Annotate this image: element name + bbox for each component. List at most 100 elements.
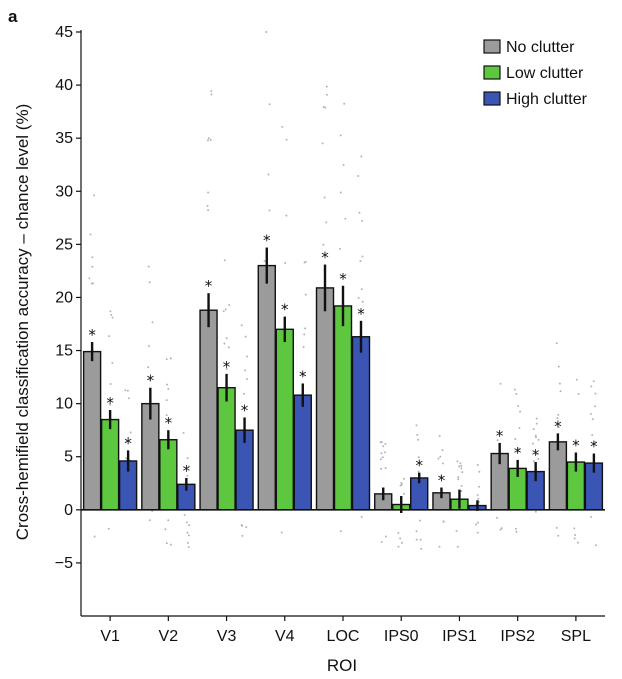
significance-star: *	[339, 270, 347, 288]
bar	[275, 328, 294, 511]
x-tick-label: SPL	[561, 628, 591, 645]
subject-dot	[477, 497, 480, 500]
subject-dot	[557, 534, 560, 537]
y-tick-label: 45	[55, 24, 73, 41]
legend-swatch	[483, 91, 501, 106]
subject-dot	[513, 388, 516, 391]
significance-star: *	[415, 457, 423, 475]
significance-star: *	[438, 472, 446, 490]
subject-dot	[185, 521, 188, 524]
subject-dot	[187, 545, 190, 548]
subject-dot	[382, 445, 385, 448]
subject-dot	[361, 255, 364, 258]
subject-dot	[243, 392, 246, 395]
subject-dot	[514, 438, 517, 441]
y-tick-label: 0	[64, 502, 73, 519]
subject-dot	[339, 530, 342, 533]
subject-dot	[245, 378, 248, 381]
subject-dot	[285, 214, 288, 217]
subject-dot	[590, 385, 593, 388]
subject-dot	[558, 382, 561, 385]
x-tick-label: LOC	[327, 628, 360, 645]
subject-dot	[151, 321, 154, 324]
subject-dot	[537, 438, 540, 441]
y-tick-label: 5	[64, 449, 73, 466]
subject-dot	[474, 523, 477, 526]
subject-dot	[531, 442, 534, 445]
subject-dot	[420, 547, 423, 550]
bars-layer: * * * * * * * * * * * * * * * * * * * * * * *	[82, 232, 604, 514]
y-tick-label: 10	[55, 396, 73, 413]
subject-dot	[419, 519, 422, 522]
subject-dot	[207, 191, 210, 194]
significance-star: *	[88, 326, 96, 344]
subject-dot	[457, 478, 460, 481]
subject-dot	[438, 545, 441, 548]
subject-dot	[108, 335, 111, 338]
subject-dot	[416, 433, 419, 436]
significance-star: *	[241, 401, 249, 419]
subject-dot	[127, 397, 130, 400]
subject-dot	[360, 155, 363, 158]
subject-dot	[322, 243, 325, 246]
bar	[351, 336, 371, 511]
subject-dot	[360, 219, 363, 222]
significance-star: *	[572, 436, 580, 454]
subject-dot	[165, 542, 168, 545]
significance-star: *	[205, 277, 213, 295]
subject-dot	[283, 305, 286, 308]
subject-dot	[92, 194, 95, 197]
subject-dot	[592, 380, 595, 383]
y-tick-label: 30	[55, 183, 73, 200]
subject-dot	[91, 265, 94, 268]
subject-dot	[88, 277, 91, 280]
subject-dot	[360, 288, 363, 291]
subject-dot	[186, 457, 189, 460]
subject-dot	[589, 412, 592, 415]
subject-dot	[518, 426, 521, 429]
legend-swatch	[483, 65, 501, 80]
y-tick-label: 15	[55, 343, 73, 360]
subject-dot	[183, 513, 186, 516]
subject-dot	[186, 541, 189, 544]
subject-dot	[456, 460, 459, 463]
subject-dot	[380, 540, 383, 543]
subject-dot	[574, 533, 577, 536]
subject-dot	[206, 204, 209, 207]
subject-dot	[476, 494, 479, 497]
subject-dot	[441, 449, 444, 452]
subject-dot	[225, 337, 228, 340]
x-tick-label: V1	[100, 628, 120, 645]
subject-dot	[281, 125, 284, 128]
subject-dot	[555, 342, 558, 345]
subject-dot	[442, 520, 445, 523]
subject-dot	[224, 308, 227, 311]
subject-dot	[383, 451, 386, 454]
subject-dot	[188, 524, 191, 527]
subject-dot	[241, 534, 244, 537]
subject-dot	[339, 247, 342, 250]
subject-dot	[437, 457, 440, 460]
x-tick-label: V2	[159, 628, 179, 645]
significance-star: *	[299, 367, 307, 385]
subject-dot	[559, 390, 562, 393]
subject-dot	[240, 523, 243, 526]
subject-dot	[495, 516, 498, 519]
subject-dot	[107, 527, 110, 530]
bar	[315, 287, 335, 511]
subject-dot	[441, 462, 444, 465]
bar	[100, 418, 120, 511]
legend: No clutter Low clutter High clutter	[483, 39, 588, 108]
subject-dot	[591, 433, 594, 436]
subject-dot	[514, 527, 517, 530]
y-tick-label: 40	[55, 77, 73, 94]
subject-dot	[182, 431, 185, 434]
subject-dot	[360, 515, 363, 518]
subject-dot	[478, 485, 481, 488]
subject-dot	[344, 217, 347, 220]
subject-dot	[111, 316, 114, 319]
subject-dot	[339, 191, 342, 194]
significance-star: *	[263, 232, 271, 250]
subject-dot	[535, 417, 538, 420]
